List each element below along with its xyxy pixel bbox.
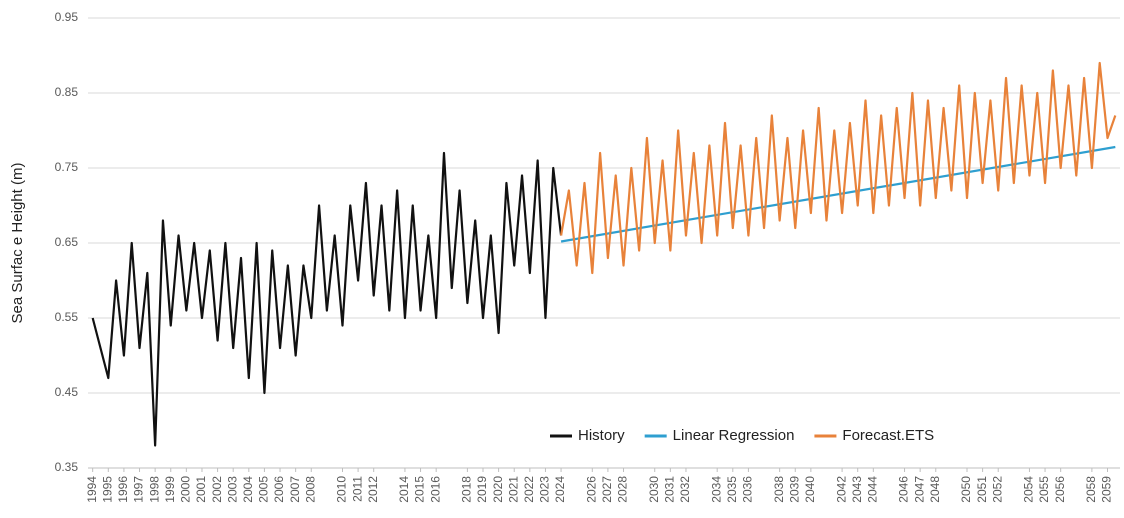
x-tick-label: 2030	[647, 476, 661, 503]
x-tick-label: 2027	[600, 476, 614, 503]
x-tick-label: 2007	[288, 476, 302, 503]
y-tick-label: 0.65	[55, 235, 79, 249]
x-tick-label: 2003	[225, 476, 239, 503]
x-tick-label: 1994	[85, 476, 99, 503]
legend-label: Forecast.ETS	[842, 427, 934, 444]
x-tick-label: 2036	[741, 476, 755, 503]
x-tick-label: 2024	[553, 476, 567, 503]
x-tick-label: 2018	[460, 476, 474, 503]
series-line	[559, 61, 1117, 275]
x-tick-label: 1998	[147, 476, 161, 503]
y-tick-label: 0.95	[55, 10, 79, 24]
x-tick-label: 2022	[522, 476, 536, 503]
x-tick-label: 2014	[397, 476, 411, 503]
y-tick-label: 0.85	[55, 85, 79, 99]
x-tick-label: 2042	[834, 476, 848, 503]
x-tick-label: 2050	[959, 476, 973, 503]
x-tick-label: 2031	[663, 476, 677, 503]
x-tick-label: 2044	[865, 476, 879, 503]
x-tick-label: 2005	[257, 476, 271, 503]
x-tick-label: 2011	[350, 476, 364, 502]
series-line	[91, 151, 563, 447]
x-tick-label: 2020	[491, 476, 505, 503]
x-tick-label: 2047	[912, 476, 926, 503]
x-tick-label: 1995	[100, 476, 114, 503]
x-tick-label: 2004	[241, 476, 255, 503]
x-tick-label: 1999	[163, 476, 177, 503]
x-tick-label: 2051	[975, 476, 989, 503]
x-tick-label: 2006	[272, 476, 286, 503]
legend-label: Linear Regression	[673, 427, 795, 444]
x-tick-label: 2054	[1022, 476, 1036, 503]
x-tick-label: 2034	[709, 476, 723, 503]
x-tick-label: 2046	[897, 476, 911, 503]
x-tick-label: 2035	[725, 476, 739, 503]
y-tick-label: 0.35	[55, 460, 79, 474]
x-tick-label: 2010	[335, 476, 349, 503]
x-tick-label: 2026	[584, 476, 598, 503]
x-tick-label: 2048	[928, 476, 942, 503]
x-tick-label: 2000	[179, 476, 193, 503]
x-tick-label: 2012	[366, 476, 380, 503]
x-tick-label: 2002	[210, 476, 224, 503]
x-tick-label: 2016	[428, 476, 442, 503]
x-tick-label: 1997	[132, 476, 146, 503]
x-tick-label: 2028	[616, 476, 630, 503]
legend: History Linear Regression Forecast.ETS	[550, 427, 934, 444]
x-tick-label: 2038	[772, 476, 786, 503]
y-tick-label: 0.45	[55, 385, 79, 399]
x-tick-label: 2052	[990, 476, 1004, 503]
x-tick-label: 2032	[678, 476, 692, 503]
x-tick-label: 2040	[803, 476, 817, 503]
legend-label: History	[578, 427, 625, 444]
x-tick-label: 2056	[1053, 476, 1067, 503]
x-tick-label: 2058	[1084, 476, 1098, 503]
x-tick-label: 2039	[787, 476, 801, 503]
x-tick-label: 2043	[850, 476, 864, 503]
y-tick-label: 0.75	[55, 160, 79, 174]
y-tick-label: 0.55	[55, 310, 79, 324]
x-tick-label: 2001	[194, 476, 208, 503]
x-tick-label: 1996	[116, 476, 130, 503]
x-tick-label: 2008	[303, 476, 317, 503]
x-tick-label: 2023	[538, 476, 552, 503]
y-axis-label: Sea Surfac e Height (m)	[9, 163, 26, 324]
x-tick-label: 2019	[475, 476, 489, 503]
x-tick-label: 2015	[413, 476, 427, 503]
x-tick-label: 2055	[1037, 476, 1051, 503]
x-tick-label: 2021	[506, 476, 520, 503]
x-tick-label: 2059	[1100, 476, 1114, 503]
